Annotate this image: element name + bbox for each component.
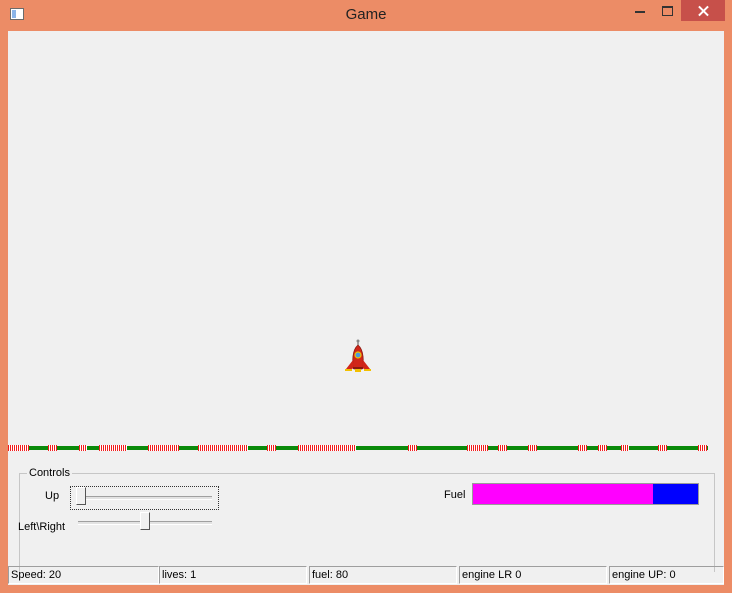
rocket-ship-icon <box>345 339 371 372</box>
landing-marker <box>267 445 276 451</box>
landscape-ground <box>8 445 708 452</box>
landing-marker <box>658 445 667 451</box>
landing-marker <box>598 445 607 451</box>
minimize-icon[interactable] <box>628 0 652 21</box>
landing-marker <box>408 445 417 451</box>
landing-marker <box>8 445 29 451</box>
status-lives: lives: 1 <box>159 566 307 584</box>
landing-marker <box>467 445 488 451</box>
window-app-icon[interactable] <box>10 8 24 20</box>
landing-marker <box>698 445 707 451</box>
leftright-slider-thumb[interactable] <box>140 512 150 530</box>
controls-group: Controls Up Left\Right <box>18 467 715 572</box>
up-slider[interactable] <box>70 486 219 510</box>
fuel-bar-fill <box>473 484 653 504</box>
landing-marker <box>99 445 127 451</box>
landing-marker <box>79 445 87 451</box>
status-bar: Speed: 20 lives: 1 fuel: 80 engine LR 0 … <box>8 564 724 585</box>
landing-marker <box>48 445 57 451</box>
controls-legend: Controls <box>27 467 72 479</box>
landing-marker <box>498 445 507 451</box>
landing-marker <box>198 445 248 451</box>
game-canvas <box>8 31 724 451</box>
leftright-slider[interactable] <box>78 512 212 534</box>
up-label: Up <box>45 490 60 502</box>
landing-marker <box>578 445 587 451</box>
client-area: Controls Up Left\Right Fuel Speed: 20 li… <box>8 31 724 585</box>
leftright-label: Left\Right <box>18 521 66 533</box>
up-slider-track <box>77 496 212 500</box>
status-fuel: fuel: 80 <box>309 566 457 584</box>
landing-marker <box>621 445 629 451</box>
status-speed: Speed: 20 <box>8 566 159 584</box>
fuel-bar <box>472 483 699 505</box>
ground-line <box>8 446 708 450</box>
landing-marker <box>148 445 179 451</box>
landing-marker <box>528 445 537 451</box>
up-slider-thumb[interactable] <box>76 487 86 505</box>
status-engine-up: engine UP: 0 <box>609 566 724 584</box>
title-bar[interactable]: Game <box>0 0 732 31</box>
maximize-icon[interactable] <box>654 0 680 21</box>
fuel-label: Fuel <box>444 489 466 501</box>
window-title: Game <box>345 6 387 23</box>
status-engine-lr: engine LR 0 <box>459 566 607 584</box>
close-icon[interactable] <box>681 0 725 21</box>
landing-marker <box>298 445 356 451</box>
